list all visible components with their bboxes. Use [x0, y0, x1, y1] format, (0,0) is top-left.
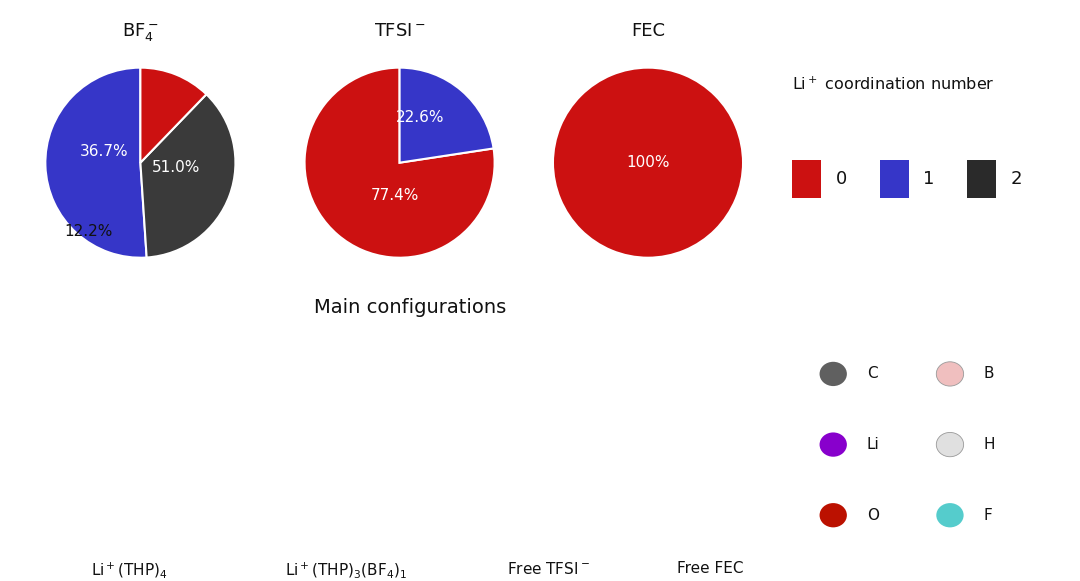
Text: Free TFSI$^-$: Free TFSI$^-$ [507, 561, 590, 577]
Wedge shape [400, 67, 494, 163]
Text: 36.7%: 36.7% [80, 144, 129, 159]
Text: B: B [984, 367, 994, 382]
Wedge shape [140, 94, 235, 257]
Text: 22.6%: 22.6% [396, 110, 445, 124]
Text: Free FEC: Free FEC [677, 561, 743, 576]
Text: H: H [984, 437, 995, 452]
Text: 100%: 100% [626, 155, 670, 170]
Circle shape [820, 362, 847, 386]
Text: F: F [984, 508, 993, 523]
Text: Li$^+$(THP)$_4$: Li$^+$(THP)$_4$ [92, 561, 167, 580]
Wedge shape [553, 67, 743, 258]
Text: 12.2%: 12.2% [64, 224, 112, 239]
Title: FEC: FEC [631, 21, 665, 40]
Text: 77.4%: 77.4% [370, 188, 419, 203]
Wedge shape [140, 67, 206, 163]
Title: TFSI$^-$: TFSI$^-$ [374, 21, 426, 40]
Text: Li$^+$(THP)$_3$(BF$_4$)$_1$: Li$^+$(THP)$_3$(BF$_4$)$_1$ [284, 561, 407, 580]
Bar [968, 160, 997, 198]
Bar [793, 160, 822, 198]
Wedge shape [45, 67, 147, 258]
Text: Main configurations: Main configurations [314, 297, 507, 317]
Wedge shape [305, 67, 495, 258]
Text: 0: 0 [836, 170, 847, 188]
Text: Li$^+$ coordination number: Li$^+$ coordination number [793, 76, 995, 93]
Circle shape [936, 362, 963, 386]
Circle shape [936, 432, 963, 457]
Text: O: O [867, 508, 879, 523]
Text: 1: 1 [923, 170, 935, 188]
Bar [880, 160, 909, 198]
Text: 51.0%: 51.0% [152, 160, 201, 175]
Text: Li: Li [867, 437, 879, 452]
Circle shape [820, 503, 847, 528]
Title: BF$_4^-$: BF$_4^-$ [122, 20, 159, 42]
Text: C: C [867, 367, 877, 382]
Text: 2: 2 [1011, 170, 1023, 188]
Circle shape [936, 503, 963, 528]
Circle shape [820, 432, 847, 457]
